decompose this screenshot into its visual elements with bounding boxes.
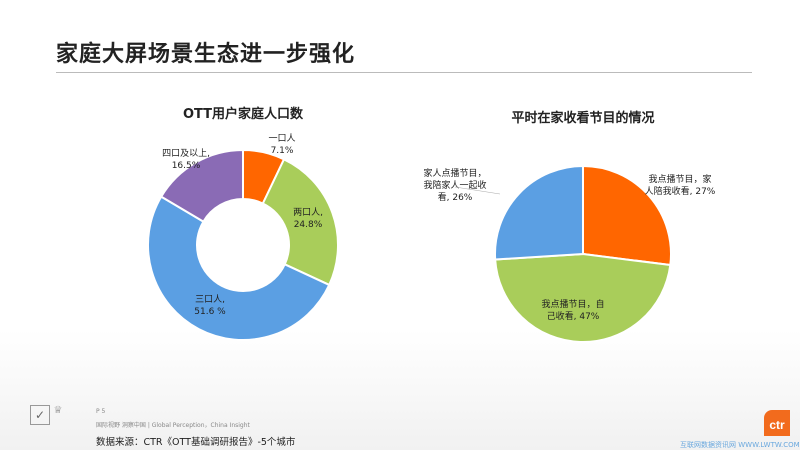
slice-label: 两口人, bbox=[293, 207, 323, 218]
pie-title: 平时在家收看节目的情况 bbox=[511, 110, 654, 126]
donut-chart: 一口人 7.1% 两口人, 24.8% 三口人, 51.6 % 四口及以上, 16.5% bbox=[147, 133, 339, 341]
slice-3 bbox=[159, 148, 244, 223]
slice-label: 四口及以上, bbox=[162, 148, 210, 159]
leader-line bbox=[454, 186, 501, 195]
slice-label: 我陪家人一起收 bbox=[423, 179, 486, 191]
slice-label: 16.5% bbox=[172, 161, 201, 171]
slice-label: 7.1% bbox=[271, 146, 294, 156]
slice-1 bbox=[494, 252, 672, 343]
donut-title: OTT用户家庭人口数 bbox=[183, 106, 304, 122]
slice-label: 24.8% bbox=[294, 220, 323, 230]
slice-2 bbox=[147, 195, 331, 341]
slice-0 bbox=[582, 164, 672, 267]
watermark: 互联网数据资讯网 WWW.LWTW.COM bbox=[680, 441, 800, 449]
slice-label: 51.6 % bbox=[194, 307, 226, 317]
page-number: P 5 bbox=[96, 408, 106, 415]
slice-label: 己收看, 47% bbox=[547, 310, 600, 322]
slice-label: 一口人 bbox=[268, 133, 295, 144]
award-icon: ♕ bbox=[53, 405, 63, 416]
slogan: 国际视野 洞察中国 | Global Perception，China Insi… bbox=[96, 422, 250, 429]
slice-1 bbox=[261, 157, 339, 287]
slice-label: 我点播节目，家 bbox=[648, 173, 711, 185]
certification-icon: ✓ bbox=[30, 405, 50, 425]
slice-label: 家人点播节目， bbox=[423, 167, 486, 179]
slice-label: 三口人, bbox=[195, 294, 225, 305]
data-source: 数据来源：CTR《OTT基础调研报告》-5个城市 bbox=[96, 437, 296, 448]
slice-2 bbox=[494, 164, 584, 261]
slice-label: 看, 26% bbox=[438, 191, 473, 203]
slice-label: 人陪我收看, 27% bbox=[645, 185, 716, 197]
title-divider bbox=[56, 72, 752, 73]
slice-label: 我点播节目，自 bbox=[541, 298, 604, 310]
page-title: 家庭大屏场景生态进一步强化 bbox=[56, 42, 356, 67]
ctr-logo: ctr bbox=[764, 410, 790, 436]
background-decoration bbox=[0, 330, 800, 450]
